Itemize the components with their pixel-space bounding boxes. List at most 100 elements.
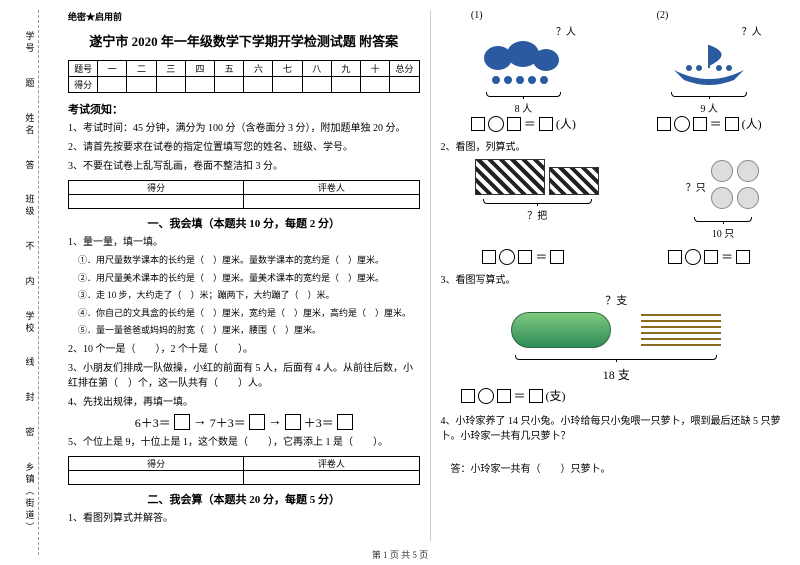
mini-c2: 评卷人	[244, 181, 419, 195]
fig1-unit: (人)	[556, 115, 576, 132]
eq-box-4	[337, 414, 353, 430]
left-column: 绝密★启用前 遂宁市 2020 年一年级数学下学期开学检测试题 附答案 题号 一…	[68, 10, 420, 541]
fig2-op	[674, 116, 690, 132]
exam-title: 遂宁市 2020 年一年级数学下学期开学检测试题 附答案	[68, 31, 420, 50]
fig1-equals: ＝	[524, 115, 536, 132]
fig4-q: ？只	[686, 179, 706, 194]
binding-label-1: 学号	[24, 31, 37, 55]
right-q2: 2、看图，列算式。	[441, 140, 793, 155]
eq-row-2: ＝ ＝	[441, 248, 793, 265]
tree-icon	[478, 40, 568, 88]
page: 学号 题 姓名 答 班级 不 内 学校 线 封 密 乡镇（街道） 绝密★启用前 …	[0, 0, 800, 565]
s1-q2: 2、10 个一是（ ），2 个十是（ ）。	[68, 342, 420, 357]
fig3-brace	[472, 196, 602, 206]
binding-mark-4: 内	[24, 276, 37, 288]
fig3-eq: ＝	[482, 248, 564, 265]
binding-mark-2: 答	[24, 160, 37, 172]
s1-q1c: ③．走 10 步，大约走了（ ）米；蹦两下，大约蹦了（ ）米。	[68, 289, 420, 303]
face-icon	[737, 187, 759, 209]
fig4-brace	[688, 214, 758, 224]
fig1-box2	[507, 117, 521, 131]
column-divider	[430, 10, 431, 541]
fig2-count: 9 人	[700, 100, 718, 115]
score-h3: 三	[156, 61, 185, 77]
fig2-unit: (人)	[742, 115, 762, 132]
binding-label-5: 乡镇（街道）	[24, 462, 37, 534]
section-2-title: 二、我会算（本题共 20 分，每题 5 分）	[68, 491, 420, 507]
face-icon	[711, 160, 733, 182]
boat-icon	[664, 40, 754, 88]
notice-1: 1、考试时间：45 分钟，满分为 100 分（含卷面分 3 分），附加题单独 2…	[68, 121, 420, 136]
binding-label-4: 学校	[24, 311, 37, 335]
binding-mark-6: 封	[24, 392, 37, 404]
zebra-icon-1	[475, 159, 545, 195]
eq-box-1	[174, 414, 190, 430]
fig2-q: ？人	[742, 23, 762, 38]
notice-3: 3、不要在试卷上乱写乱画，卷面不整洁扣 3 分。	[68, 159, 420, 174]
fig5-unit: (支)	[546, 387, 566, 404]
score-h8: 八	[302, 61, 331, 77]
content-area: 绝密★启用前 遂宁市 2020 年一年级数学下学期开学检测试题 附答案 题号 一…	[60, 0, 800, 565]
score-h9: 九	[331, 61, 360, 77]
right-q3: 3、看图写算式。	[441, 273, 793, 288]
s1-q1: 1、量一量，填一填。	[68, 235, 420, 250]
sticks-icon	[641, 312, 721, 348]
score-h10: 十	[361, 61, 390, 77]
fig1-num: (1)	[471, 10, 483, 21]
binding-dashed-line	[38, 10, 39, 555]
mini2-c2: 评卷人	[244, 456, 419, 470]
figure-1: (1) ？人 8 人	[471, 10, 576, 132]
figure-row-3	[441, 312, 793, 348]
s2-q1: 1、看图列算式并解答。	[68, 511, 420, 526]
fig2-brace	[664, 89, 754, 99]
figure-4: ？只 10 只	[686, 159, 761, 240]
figure-row-1: (1) ？人 8 人	[441, 10, 793, 132]
score-h11: 总分	[390, 61, 419, 77]
score-header-row: 题号 一 二 三 四 五 六 七 八 九 十 总分	[69, 61, 420, 77]
fig2-box1	[657, 117, 671, 131]
fig1-count: 8 人	[515, 100, 533, 115]
fig5-eq: ＝ (支)	[461, 387, 793, 404]
score-h1: 一	[98, 61, 127, 77]
fig4-count: 10 只	[712, 225, 735, 240]
s1-q1a: ①．用尺量数学课本的长约是（ ）厘米。量数学课本的宽约是（ ）厘米。	[68, 254, 420, 268]
zebra-group	[475, 159, 599, 195]
zebra-icon-2	[549, 167, 599, 195]
eq-box-2	[249, 414, 265, 430]
confidential-label: 绝密★启用前	[68, 10, 420, 23]
fig1-box1	[471, 117, 485, 131]
fig1-op	[488, 116, 504, 132]
fig1-box3	[539, 117, 553, 131]
binding-margin: 学号 题 姓名 答 班级 不 内 学校 线 封 密 乡镇（街道）	[0, 0, 60, 565]
eq-a: 6＋3＝	[135, 414, 171, 431]
fig5-brace	[496, 352, 736, 362]
s1-q4: 4、先找出规律，再填一填。	[68, 395, 420, 410]
binding-mark-7: 密	[24, 427, 37, 439]
right-q4-ans: 答：小玲家一共有（ ）只萝卜。	[441, 462, 793, 477]
fig1-brace	[478, 89, 568, 99]
face-icon	[737, 160, 759, 182]
eq-arrow-1: →	[193, 414, 207, 430]
fig2-box3	[725, 117, 739, 131]
s1-q1b: ②．用尺量美术课本的长约是（ ）厘米。量美术课本的宽约是（ ）厘米。	[68, 272, 420, 286]
fig3-count: ？把	[527, 207, 547, 222]
score-h6: 六	[244, 61, 273, 77]
face-icon	[711, 187, 733, 209]
binding-label-2: 姓名	[24, 113, 37, 137]
eq-c: ＋3＝	[304, 414, 334, 431]
score-h7: 七	[273, 61, 302, 77]
score-value-row: 得分	[69, 77, 420, 93]
grader-table-2: 得分评卷人	[68, 456, 420, 485]
fig2-eq: ＝ (人)	[657, 115, 762, 132]
grader-table-1: 得分评卷人	[68, 180, 420, 209]
score-row-label: 得分	[69, 77, 98, 93]
q3-qmark: ？支	[441, 292, 793, 308]
score-h4: 四	[185, 61, 214, 77]
faces-group: ？只	[686, 159, 761, 213]
figure-3: ？把	[472, 159, 602, 240]
fig5-count: 18 支	[441, 366, 793, 383]
s1-q3: 3、小朋友们排成一队做操，小红的前面有 5 人，后面有 4 人。从前往后数，小红…	[68, 361, 420, 391]
right-q4: 4、小玲家养了 14 只小兔。小玲给每只小兔喂一只萝卜，喂到最后还缺 5 只萝卜…	[441, 414, 793, 444]
figure-row-2: ？把 ？只 10 只	[441, 159, 793, 240]
binding-label-3: 班级	[24, 194, 37, 218]
